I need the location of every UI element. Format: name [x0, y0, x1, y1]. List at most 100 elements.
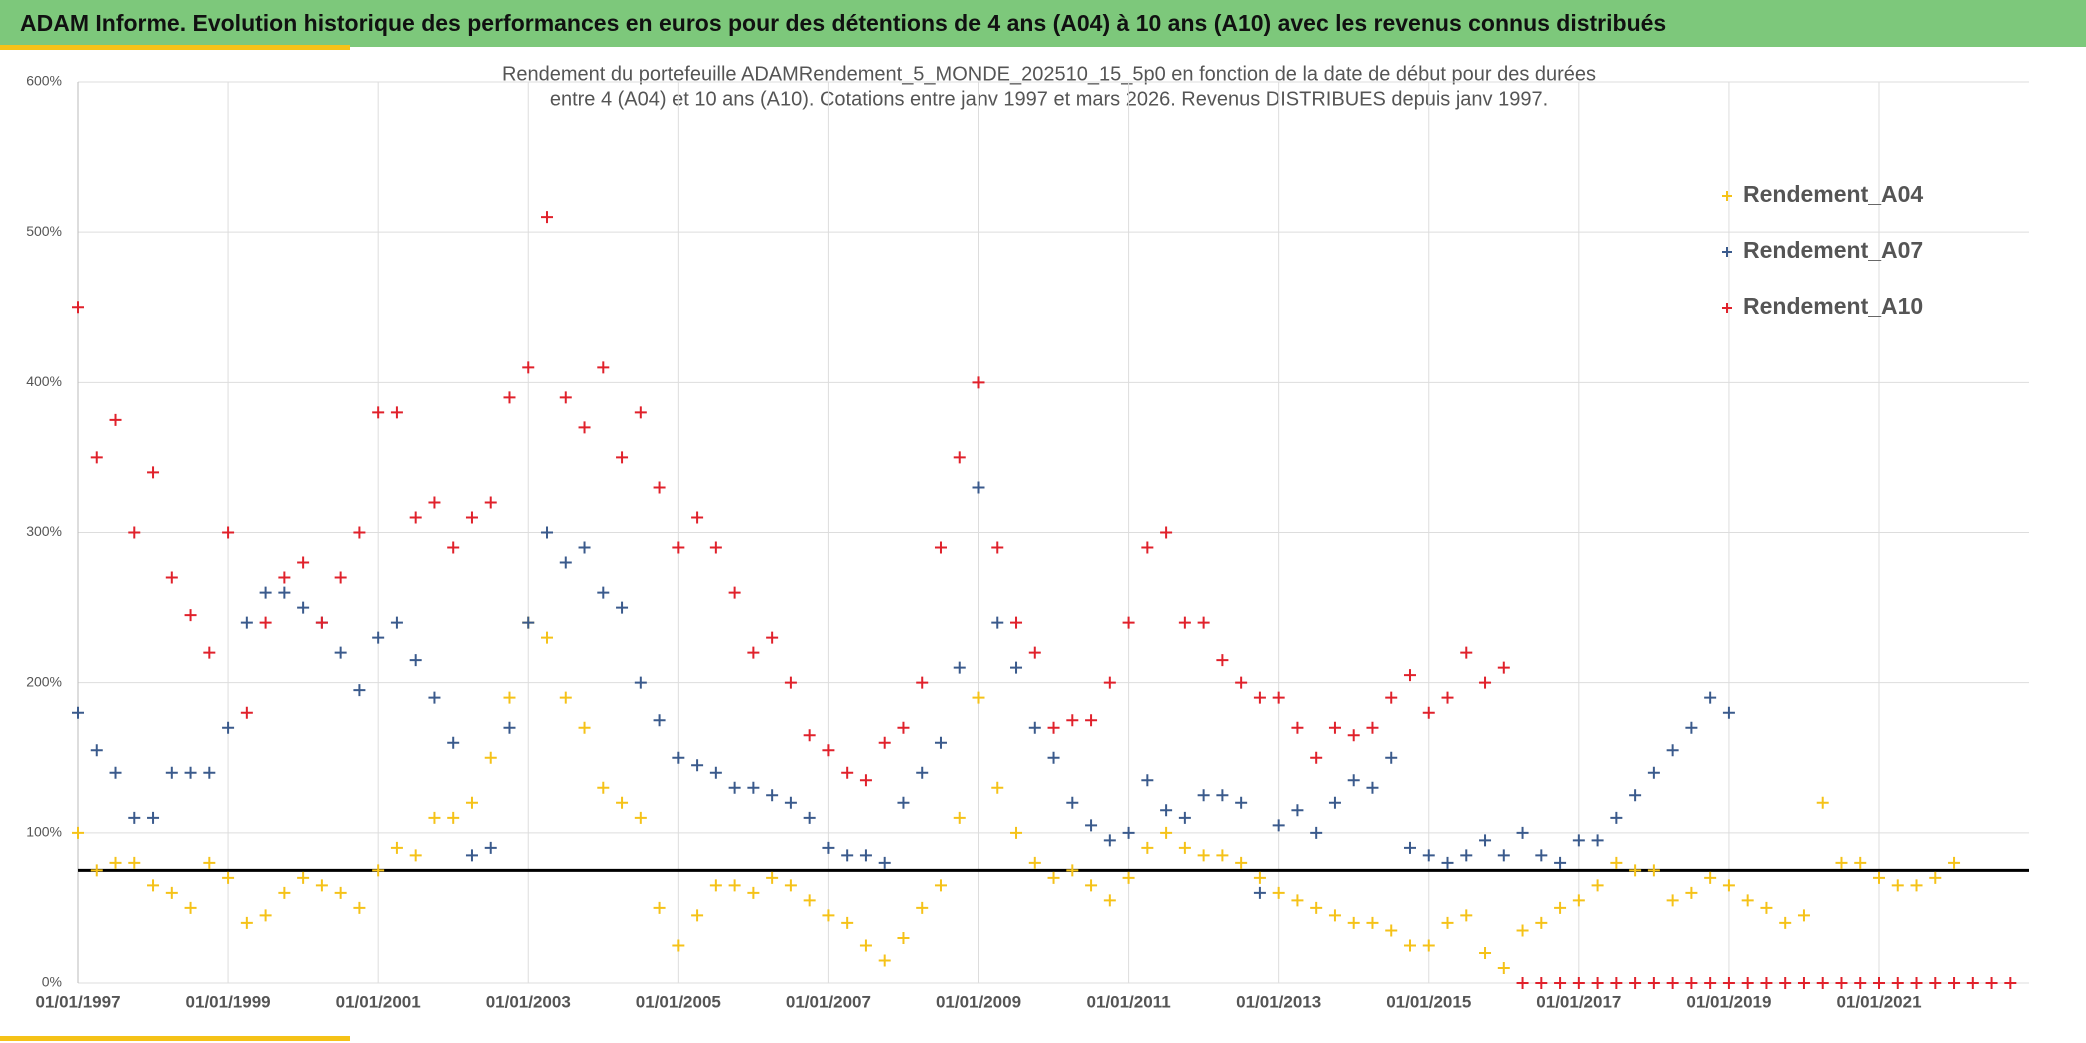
point	[747, 781, 760, 794]
point	[315, 879, 328, 892]
point	[90, 864, 103, 877]
point	[897, 931, 910, 944]
point	[1873, 871, 1885, 884]
point	[1629, 789, 1642, 802]
point	[653, 481, 666, 494]
point	[1572, 834, 1585, 847]
x-tick-label: 01/01/2011	[1087, 992, 1171, 1011]
point	[1741, 977, 1754, 989]
point	[784, 796, 797, 809]
point	[1910, 977, 1923, 989]
point	[1666, 894, 1679, 907]
point	[728, 781, 741, 794]
point	[259, 616, 272, 629]
point	[428, 496, 441, 509]
point	[1816, 796, 1829, 809]
y-tick-label: 400%	[26, 373, 62, 389]
point	[766, 871, 779, 884]
point	[559, 556, 572, 569]
point	[203, 856, 216, 869]
point	[1272, 819, 1285, 832]
point	[691, 759, 704, 772]
point	[991, 616, 1004, 629]
point	[1760, 901, 1773, 914]
point	[1685, 886, 1698, 899]
x-tick-label: 01/01/1997	[35, 992, 120, 1011]
point	[353, 901, 366, 914]
point	[334, 571, 347, 584]
point	[878, 856, 891, 869]
point	[147, 811, 160, 824]
point	[1610, 977, 1623, 989]
x-tick-label: 01/01/2013	[1236, 992, 1321, 1011]
point	[1178, 616, 1191, 629]
point	[1291, 721, 1304, 734]
point	[297, 871, 310, 884]
point	[334, 646, 347, 659]
point	[1103, 676, 1116, 689]
y-tick-label: 0%	[42, 974, 62, 990]
point	[709, 766, 722, 779]
point	[1666, 977, 1679, 989]
point	[1591, 879, 1604, 892]
point	[1328, 796, 1341, 809]
point	[1028, 856, 1041, 869]
point	[1516, 826, 1529, 839]
point	[240, 706, 253, 719]
point	[1216, 789, 1229, 802]
point	[334, 886, 347, 899]
point	[1948, 977, 1961, 989]
point	[1591, 834, 1604, 847]
point	[1010, 616, 1023, 629]
point	[1328, 721, 1341, 734]
point	[1535, 849, 1548, 862]
point	[503, 391, 516, 404]
point	[278, 586, 291, 599]
point	[484, 841, 497, 854]
point	[691, 511, 704, 524]
point	[1666, 744, 1679, 757]
point	[634, 406, 647, 419]
point	[1197, 849, 1210, 862]
point	[1235, 856, 1248, 869]
x-tick-label: 01/01/2001	[336, 992, 421, 1011]
point	[1310, 901, 1323, 914]
point	[1460, 909, 1473, 922]
point	[766, 789, 779, 802]
point	[1479, 834, 1492, 847]
point	[972, 691, 985, 704]
point	[541, 631, 554, 644]
point	[2004, 977, 2017, 989]
point	[1272, 886, 1285, 899]
chart-title: Rendement du portefeuille ADAMRendement_…	[502, 63, 1596, 85]
point	[1122, 871, 1135, 884]
point	[1122, 826, 1135, 839]
point	[1085, 819, 1098, 832]
point	[184, 609, 197, 622]
point	[1253, 886, 1266, 899]
point	[1704, 871, 1717, 884]
point	[1441, 916, 1454, 929]
point	[1929, 871, 1942, 884]
point	[1422, 849, 1435, 862]
point	[222, 721, 235, 734]
point	[541, 526, 554, 539]
point	[1779, 977, 1792, 989]
point	[616, 796, 629, 809]
point	[1554, 901, 1567, 914]
point	[1310, 826, 1323, 839]
point	[1610, 811, 1623, 824]
point	[1479, 676, 1492, 689]
legend-marker	[1722, 191, 1732, 201]
point	[1197, 789, 1210, 802]
y-tick-label: 300%	[26, 523, 62, 539]
point	[1347, 729, 1360, 742]
point	[1066, 714, 1079, 727]
point	[165, 766, 178, 779]
point	[672, 939, 685, 952]
point	[559, 391, 572, 404]
point	[1929, 977, 1942, 989]
point	[916, 901, 929, 914]
point	[1535, 977, 1548, 989]
point	[72, 301, 84, 314]
